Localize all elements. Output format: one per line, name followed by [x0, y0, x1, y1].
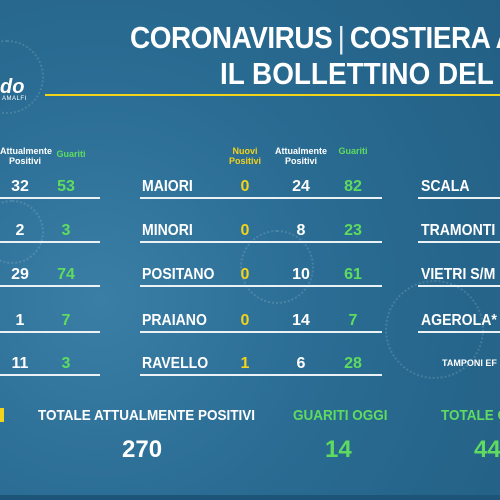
town-scala: SCALA [421, 178, 470, 195]
positano-underline [140, 285, 382, 287]
town-tramonti: TRAMONTI [421, 222, 496, 239]
minori-underline [140, 241, 382, 243]
left-row-5-positivi: 11 [11, 355, 29, 372]
totale-guariti-label: TOTALE G [441, 407, 500, 424]
logo: do [0, 76, 25, 98]
agerola-underline [418, 331, 500, 333]
title-separator: | [337, 20, 345, 55]
praiano-positivi: 14 [292, 312, 310, 329]
left-row-3-guariti: 74 [57, 266, 75, 283]
town-maiori: MAIORI [142, 178, 193, 195]
left-row-5-guariti: 3 [61, 355, 71, 372]
scala-underline [418, 197, 500, 199]
left-row-3-underline [0, 285, 100, 287]
header-col1-positivi: Attualmente Positivi [0, 146, 53, 166]
totale-guariti-value: 44 [474, 436, 500, 463]
maiori-guariti: 82 [344, 178, 362, 195]
minori-guariti: 23 [344, 222, 362, 239]
left-row-1-underline [0, 197, 100, 199]
maiori-underline [140, 197, 382, 199]
left-row-5-underline [0, 374, 100, 376]
tramonti-underline [418, 241, 500, 243]
left-row-2-underline [0, 241, 100, 243]
header-col2-positivi: Attualmente Positivi [274, 146, 327, 166]
left-row-2-positivi: 2 [15, 222, 25, 239]
left-row-4-underline [0, 331, 100, 333]
title-right: COSTIERA A [349, 20, 500, 55]
town-positano: POSITANO [142, 266, 215, 283]
ravello-nuovi: 1 [240, 355, 250, 372]
totale-positivi-label: TOTALE ATTUALMENTE POSITIVI [38, 407, 255, 424]
title-underline [45, 94, 500, 96]
title-left: CORONAVIRUS [130, 20, 333, 55]
maiori-nuovi: 0 [240, 178, 250, 195]
positano-nuovi: 0 [240, 266, 250, 283]
left-row-2-guariti: 3 [61, 222, 71, 239]
ravello-positivi: 6 [296, 355, 306, 372]
minori-positivi: 8 [296, 222, 306, 239]
praiano-underline [140, 331, 382, 333]
left-row-4-guariti: 7 [61, 312, 71, 329]
header-col2-nuovi: Nuovi Positivi [228, 146, 261, 166]
left-row-1-guariti: 53 [57, 178, 75, 195]
left-row-4-positivi: 1 [15, 312, 25, 329]
praiano-guariti: 7 [348, 312, 358, 329]
header-col2-guariti: Guariti [338, 146, 368, 156]
ravello-underline [140, 374, 382, 376]
positano-positivi: 10 [292, 266, 310, 283]
town-praiano: PRAIANO [142, 312, 207, 329]
guariti-oggi-label: GUARITI OGGI [293, 407, 388, 424]
left-row-1-positivi: 32 [11, 178, 29, 195]
town-minori: MINORI [142, 222, 193, 239]
town-vietri: VIETRI S/M [421, 266, 496, 283]
guariti-oggi-value: 14 [325, 436, 352, 463]
yellow-marker [0, 408, 4, 422]
bottom-band [0, 495, 500, 500]
town-agerola: AGEROLA* [421, 312, 497, 329]
title-line-2: IL BOLLETTINO DEL O [220, 56, 500, 91]
ravello-guariti: 28 [344, 355, 362, 372]
title-line-1: CORONAVIRUS | COSTIERA A [130, 20, 500, 56]
praiano-nuovi: 0 [240, 312, 250, 329]
tamponi-label: TAMPONI EF [442, 358, 497, 368]
logo-subtitle: AMALFI [2, 96, 27, 102]
header-col1-guariti: Guariti [56, 149, 86, 159]
town-ravello: RAVELLO [142, 355, 209, 372]
maiori-positivi: 24 [292, 178, 310, 195]
vietri-underline [418, 285, 500, 287]
minori-nuovi: 0 [240, 222, 250, 239]
virus-decoration-icon [240, 230, 314, 304]
totale-positivi-value: 270 [122, 436, 163, 463]
virus-decoration-icon [385, 280, 484, 379]
left-row-3-positivi: 29 [11, 266, 29, 283]
positano-guariti: 61 [344, 266, 362, 283]
